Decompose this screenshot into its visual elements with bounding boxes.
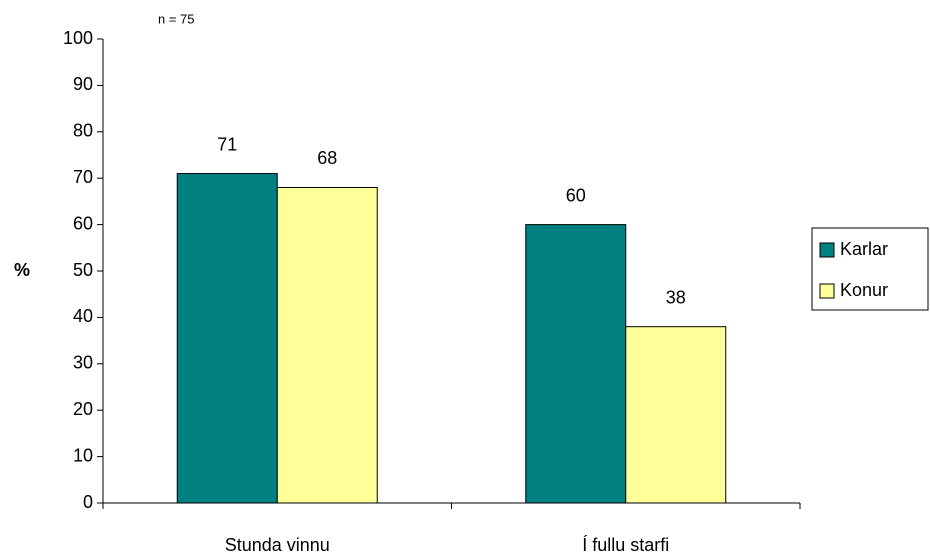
x-tick-label: Í fullu starfi [582, 535, 669, 555]
bar [525, 224, 627, 504]
legend-swatch [819, 242, 835, 258]
y-tick-label: 50 [73, 260, 93, 280]
y-tick-label: 80 [73, 121, 93, 141]
annotation: n = 75 [158, 11, 195, 26]
y-tick-label: 90 [73, 74, 93, 94]
data-label: 68 [317, 148, 337, 168]
data-label: 60 [566, 185, 586, 205]
y-tick-label: 100 [63, 28, 93, 48]
y-tick-label: 30 [73, 353, 93, 373]
y-tick-label: 0 [83, 492, 93, 512]
data-label: 38 [666, 287, 686, 307]
x-tick-label: Stunda vinnu [225, 535, 330, 555]
y-tick-label: 40 [73, 306, 93, 326]
legend-label: Konur [840, 280, 888, 300]
legend-swatch [819, 283, 835, 299]
data-label: 71 [217, 134, 237, 154]
y-axis-label: % [14, 260, 30, 280]
bar [276, 186, 378, 504]
legend-label: Karlar [840, 239, 888, 259]
y-tick-label: 10 [73, 445, 93, 465]
y-tick-label: 20 [73, 399, 93, 419]
bar [625, 326, 727, 504]
bar [176, 173, 278, 504]
y-tick-label: 70 [73, 167, 93, 187]
y-tick-label: 60 [73, 213, 93, 233]
